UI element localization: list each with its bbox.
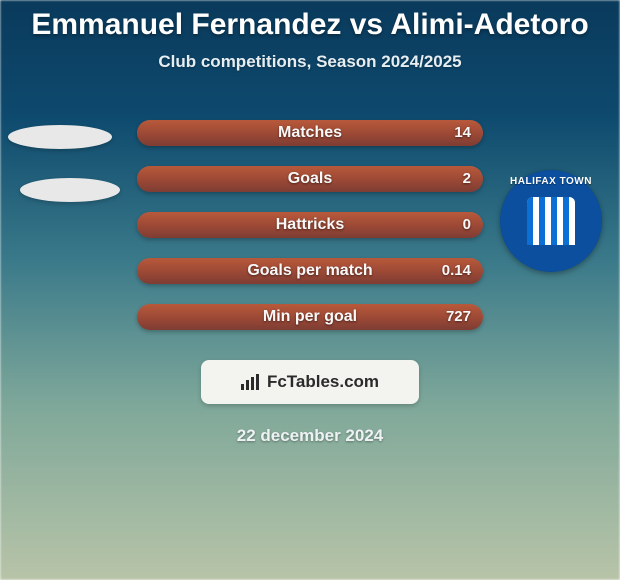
- main-card: Emmanuel Fernandez vs Alimi-Adetoro Club…: [0, 0, 620, 446]
- brand-badge: FcTables.com: [201, 360, 419, 404]
- date-label: 22 december 2024: [0, 426, 620, 446]
- page-title: Emmanuel Fernandez vs Alimi-Adetoro: [0, 8, 620, 42]
- stat-bar-label: Min per goal: [263, 308, 357, 325]
- stat-bar-label: Matches: [278, 124, 342, 141]
- player-avatar-placeholder-1: [8, 125, 112, 149]
- brand-text: FcTables.com: [267, 372, 379, 392]
- crest-shield: [527, 197, 575, 245]
- stat-bar-value-right: 0: [463, 212, 471, 238]
- stat-bar-value-right: 0.14: [442, 258, 471, 284]
- stat-bar-label: Goals per match: [247, 262, 372, 279]
- stat-bars: Matches 14 Goals 2 Hattricks 0 Goals per match…: [137, 120, 483, 330]
- crest-stripes: [527, 197, 575, 245]
- stat-bar-label: Goals: [288, 170, 332, 187]
- stat-bar-label: Hattricks: [276, 216, 344, 233]
- subtitle: Club competitions, Season 2024/2025: [0, 52, 620, 72]
- stat-bar-value-right: 2: [463, 166, 471, 192]
- stat-bar: Goals per match 0.14: [137, 258, 483, 284]
- stat-bar: Hattricks 0: [137, 212, 483, 238]
- bar-chart-icon: [241, 374, 261, 390]
- club-crest-halifax: HALIFAX TOWN: [500, 170, 602, 272]
- stat-bar: Goals 2: [137, 166, 483, 192]
- stat-bar-value-right: 727: [446, 304, 471, 330]
- crest-top-text: HALIFAX TOWN: [510, 176, 592, 187]
- stat-bar: Matches 14: [137, 120, 483, 146]
- player-avatar-placeholder-2: [20, 178, 120, 202]
- stat-bar-value-right: 14: [454, 120, 471, 146]
- stat-bar: Min per goal 727: [137, 304, 483, 330]
